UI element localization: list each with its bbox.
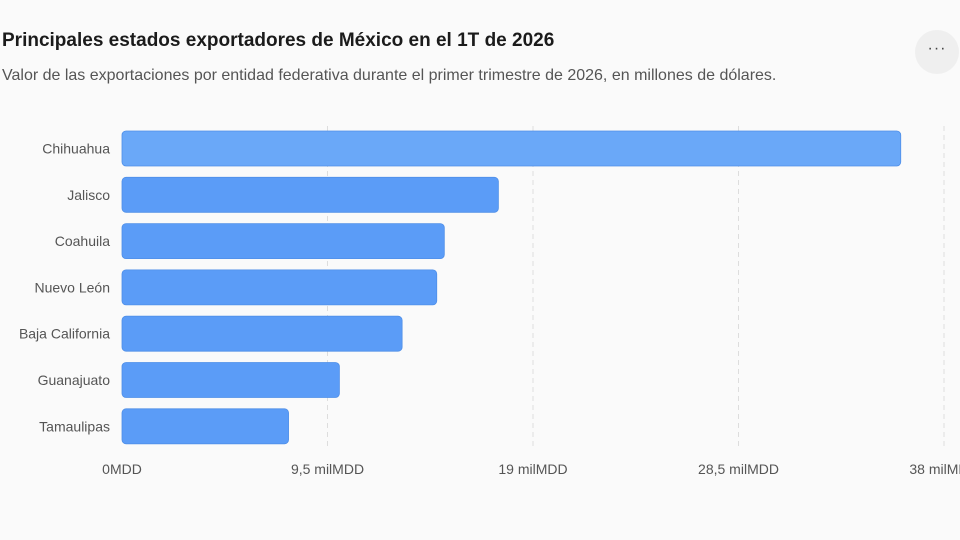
x-tick-label: 19 milMDD	[498, 461, 567, 477]
category-label: Coahuila	[55, 233, 110, 249]
more-horizontal-icon: ···	[927, 40, 947, 57]
category-label: Jalisco	[67, 187, 110, 203]
x-tick-label: 38 milMDD	[909, 461, 960, 477]
bar	[121, 315, 403, 352]
bar	[121, 130, 902, 167]
category-label: Baja California	[19, 326, 110, 342]
category-label: Chihuahua	[42, 141, 110, 157]
bar	[121, 223, 445, 260]
x-tick-label: 28,5 milMDD	[698, 461, 779, 477]
chart-title: Principales estados exportadores de Méxi…	[2, 30, 555, 51]
more-options-button[interactable]: ···	[915, 30, 959, 74]
chart-subtitle: Valor de las exportaciones por entidad f…	[2, 67, 777, 84]
category-label: Nuevo León	[34, 279, 110, 295]
bar	[121, 269, 438, 306]
bar	[121, 408, 289, 445]
x-tick-label: 0MDD	[102, 461, 142, 477]
bar	[121, 362, 340, 398]
category-label: Guanajuato	[38, 372, 111, 388]
bar	[121, 176, 499, 213]
category-label: Tamaulipas	[39, 418, 110, 434]
x-tick-label: 9,5 milMDD	[291, 461, 364, 477]
